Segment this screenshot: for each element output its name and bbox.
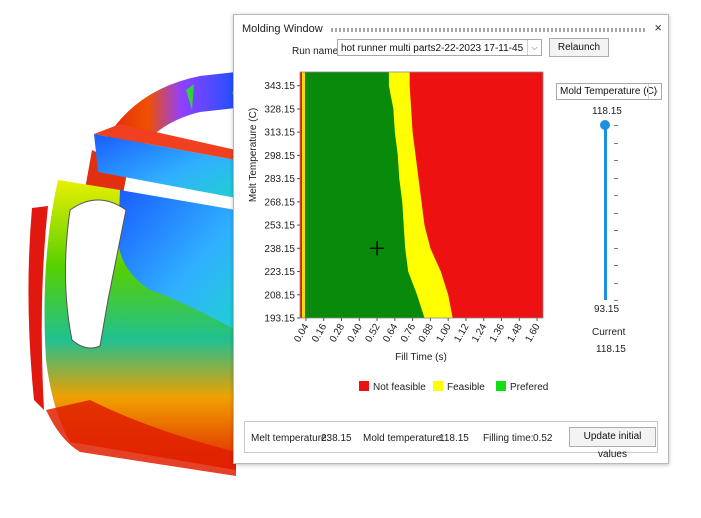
x-tick-label: 0.88 [417,322,436,345]
y-tick-label: 208.15 [264,290,295,301]
slider-tick [614,265,618,266]
x-tick-label: 0.04 [292,322,311,345]
y-tick-label: 253.15 [264,221,295,232]
mold-temp-slider-thumb[interactable] [600,120,610,130]
x-tick-label: 1.00 [435,322,454,345]
mold-temperature-label: Mold temperature: [363,433,445,444]
slider-tick [614,230,618,231]
y-tick-label: 193.15 [264,314,295,325]
slider-tick [614,300,618,301]
run-name-select[interactable]: hot runner multi parts2-22-2023 17-11-45… [337,39,542,56]
mold-temp-slider-max: 118.15 [592,106,622,117]
legend-not-feasible: Not feasible [359,381,426,393]
mold-temp-slider-track[interactable] [604,125,607,300]
run-name-value: hot runner multi parts2-22-2023 17-11-45 [341,43,524,54]
molding-window: Molding Window × Run name hot runner mul… [233,14,669,464]
x-tick-label: 0.52 [363,322,382,345]
feasibility-heatmap [299,71,544,319]
y-axis: 343.15 328.15 313.15 298.15 283.15 268.15 253.… [264,81,300,325]
current-label: Current [592,327,626,338]
legend-preferred: Prefered [496,381,548,393]
mold-temperature-select-value: Mold Temperature (C) [560,86,658,97]
region-left-feasible-strip [302,72,305,318]
mold-temp-slider-min: 93.15 [594,304,620,315]
legend-label: Not feasible [373,382,426,393]
x-tick-label: 0.16 [310,322,329,345]
mold-temperature-select[interactable]: Mold Temperature (C) ⌵ [556,83,662,100]
slider-tick [614,282,618,284]
melt-temperature-value: 238.15 [321,433,352,444]
mold-temperature-value: 118.15 [439,433,469,444]
update-initial-values-button[interactable]: Update initial values [569,427,656,460]
legend-feasible: Feasible [433,381,485,393]
y-tick-label: 313.15 [264,128,295,139]
chevron-down-icon[interactable]: ⌵ [648,84,661,99]
x-tick-label: 1.12 [452,322,471,345]
filling-time-label: Filling time: [483,433,534,444]
y-tick-label: 298.15 [264,151,295,162]
slider-tick [614,212,618,214]
x-tick-label: 0.64 [381,322,400,345]
chevron-down-icon[interactable]: ⌵ [527,40,541,55]
legend-swatch [496,381,506,391]
run-name-label: Run name [292,46,339,57]
slider-tick [614,177,618,179]
summary-panel: Melt temperature: 238.15 Mold temperatur… [244,421,658,460]
slider-tick [614,142,618,144]
x-tick-label: 1.36 [488,322,507,345]
legend-swatch [359,381,369,391]
title-bar-drag-handle[interactable] [330,28,646,32]
slider-tick [614,125,618,126]
slider-tick [614,195,618,196]
x-axis-label: Fill Time (s) [395,352,447,363]
legend-swatch [433,381,443,391]
molding-window-chart[interactable]: 343.15 328.15 313.15 298.15 283.15 268.15 253.… [234,15,668,415]
x-tick-label: 1.48 [506,322,525,345]
filling-time-value: 0.52 [533,433,553,444]
melt-temperature-label: Melt temperature: [251,433,330,444]
slider-tick [614,160,618,161]
y-axis-label: Melt Temperature (C) [248,108,259,202]
legend-label: Prefered [510,382,549,393]
y-tick-label: 268.15 [264,197,295,208]
close-icon[interactable]: × [654,20,662,35]
y-tick-label: 283.15 [264,174,295,185]
x-tick-label: 0.40 [346,322,365,345]
x-tick-label: 1.60 [523,322,542,345]
y-tick-label: 223.15 [264,267,295,278]
x-tick-label: 1.24 [470,322,489,345]
y-tick-label: 238.15 [264,244,295,255]
slider-tick [614,247,618,249]
window-title: Molding Window [242,23,323,35]
current-value: 118.15 [596,344,626,355]
x-tick-label: 0.28 [328,322,347,345]
relaunch-button[interactable]: Relaunch [549,38,609,57]
x-axis: 0.040.160.280.400.520.640.760.881.001.12… [292,318,543,344]
plot-border [299,71,544,319]
legend-label: Feasible [447,382,485,393]
y-tick-label: 343.15 [264,81,295,92]
y-tick-label: 328.15 [264,104,295,115]
x-tick-label: 0.76 [399,322,418,345]
region-preferred [304,72,425,318]
